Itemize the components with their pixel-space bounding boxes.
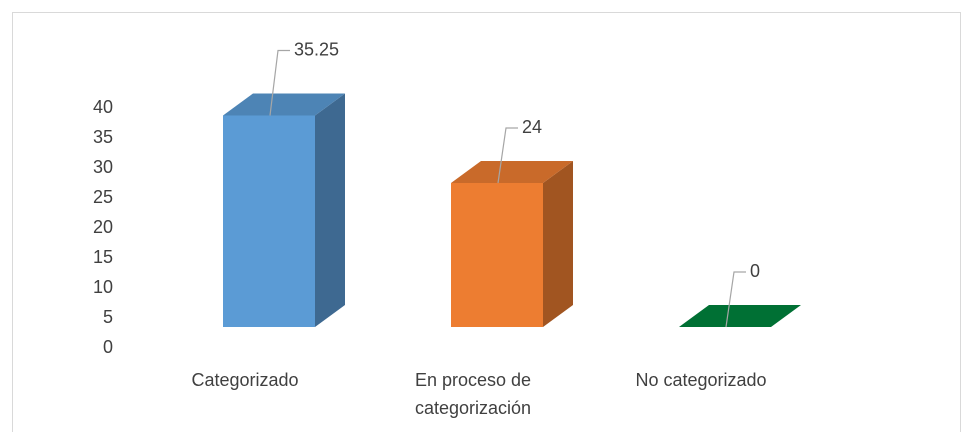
chart-frame <box>12 12 961 432</box>
y-tick-label: 5 <box>103 307 113 327</box>
bar-top <box>223 93 345 116</box>
bar <box>451 161 573 327</box>
data-label: 35.25 <box>294 39 339 59</box>
bar-top <box>451 161 573 183</box>
leader-line <box>497 127 518 184</box>
y-tick-label: 30 <box>93 157 113 177</box>
bar-top <box>679 305 801 327</box>
y-tick-label: 0 <box>103 337 113 357</box>
x-tick-label: Categorizado <box>191 370 299 390</box>
y-tick-label: 25 <box>93 187 113 207</box>
bar-front <box>451 183 543 327</box>
bar-side <box>315 93 345 327</box>
y-tick-label: 35 <box>93 127 113 147</box>
bar <box>223 93 345 327</box>
y-tick-label: 40 <box>93 97 113 117</box>
data-label: 24 <box>522 117 542 137</box>
leader-line <box>725 271 746 328</box>
bar-front <box>223 115 315 327</box>
bar-side <box>543 161 573 327</box>
bar <box>679 305 801 327</box>
y-tick-label: 15 <box>93 247 113 267</box>
x-tick-label: No categorizado <box>635 370 767 390</box>
leader-line <box>269 49 290 116</box>
x-tick-label: En proceso de categorización <box>414 370 532 418</box>
data-label: 0 <box>750 261 760 281</box>
y-tick-label: 20 <box>93 217 113 237</box>
y-tick-label: 10 <box>93 277 113 297</box>
